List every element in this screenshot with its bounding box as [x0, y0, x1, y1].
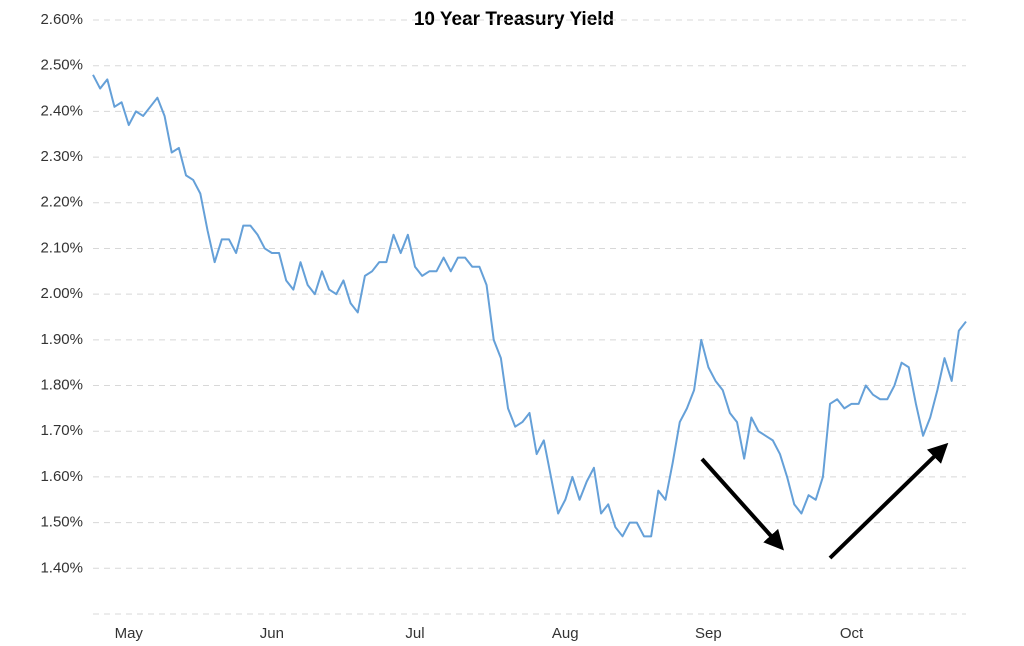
x-tick-label: May: [115, 625, 144, 642]
x-tick-label: Oct: [840, 625, 864, 642]
arrow-down: [700, 457, 785, 551]
y-tick-label: 2.60%: [40, 11, 83, 28]
x-tick-label: Aug: [552, 625, 579, 642]
x-tick-label: Jul: [405, 625, 424, 642]
line-series: [92, 74, 967, 538]
y-tick-label: 2.40%: [40, 102, 83, 119]
y-tick-label: 2.10%: [40, 239, 83, 256]
x-tick-label: Jun: [260, 625, 284, 642]
y-tick-label: 1.50%: [40, 514, 83, 531]
y-tick-label: 2.20%: [40, 194, 83, 211]
y-tick-label: 1.80%: [40, 377, 83, 394]
y-tick-label: 1.90%: [40, 331, 83, 348]
y-tick-label: 1.40%: [40, 559, 83, 576]
arrow-up: [828, 442, 949, 560]
y-tick-label: 1.60%: [40, 468, 83, 485]
y-tick-label: 1.70%: [40, 422, 83, 439]
grid: [93, 19, 966, 615]
y-tick-label: 2.50%: [40, 57, 83, 74]
axis-labels: 1.40% 1.50% 1.60% 1.70% 1.80% 1.90% 2.00% 2.10%…: [40, 11, 864, 642]
plot: [92, 74, 967, 538]
y-tick-label: 2.00%: [40, 285, 83, 302]
y-tick-label: 2.30%: [40, 148, 83, 165]
x-tick-label: Sep: [695, 625, 722, 642]
